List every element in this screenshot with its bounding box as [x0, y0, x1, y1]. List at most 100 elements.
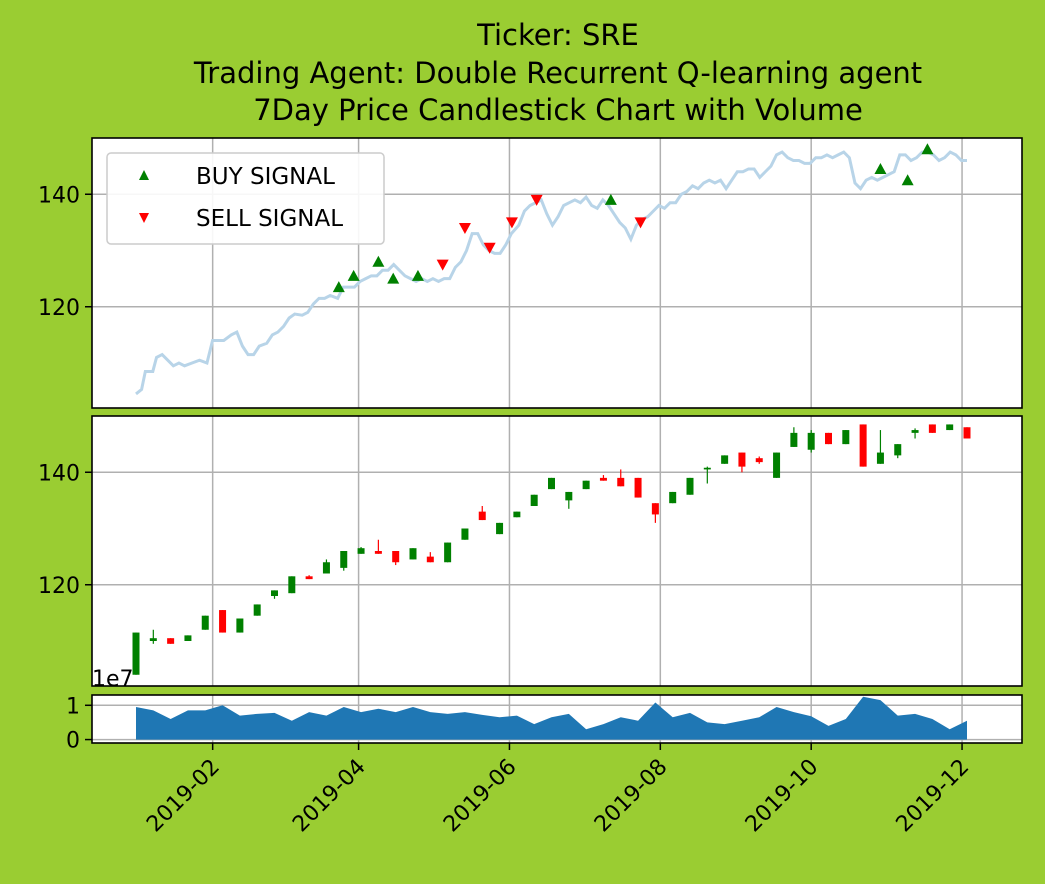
- candlestick-y-tick-label: 120: [38, 574, 80, 599]
- title-line-2: Trading Agent: Double Recurrent Q-learni…: [193, 56, 922, 90]
- candle-body: [686, 477, 694, 495]
- candle: [599, 475, 607, 481]
- title-line-3: 7Day Price Candlestick Chart with Volume: [253, 93, 863, 127]
- x-tick-label: 2019-08: [590, 755, 673, 838]
- candle: [167, 638, 175, 644]
- candle-body: [184, 635, 192, 641]
- candle-body: [773, 452, 781, 478]
- candle-body: [305, 576, 313, 580]
- x-tick-label: 2019-04: [288, 755, 371, 838]
- candle: [807, 430, 815, 453]
- legend-buy-marker: [139, 170, 149, 180]
- candle-body: [963, 427, 971, 439]
- x-tick-label: 2019-12: [892, 755, 975, 838]
- candle-body: [322, 562, 330, 574]
- candle: [686, 477, 694, 495]
- candle: [825, 432, 832, 445]
- candlestick-y-tick-label: 140: [38, 461, 80, 486]
- candle: [219, 610, 227, 633]
- candle: [374, 539, 382, 554]
- candlestick-panel-frame: [91, 415, 1023, 687]
- price-y-tick-label: 140: [38, 183, 80, 208]
- candle-body: [582, 480, 590, 490]
- price-y-axis: 120 140: [38, 183, 92, 321]
- volume-area: [136, 696, 967, 740]
- candle-body: [513, 511, 521, 518]
- volume-y-axis: 01: [66, 694, 92, 754]
- candle-body: [825, 432, 832, 445]
- candle: [565, 491, 573, 509]
- candle-body: [859, 424, 867, 467]
- candle: [513, 511, 521, 518]
- volume-panel-frame: [91, 694, 1023, 744]
- candle: [184, 635, 192, 641]
- candle: [461, 528, 469, 540]
- chart-title: Ticker: SRE Trading Agent: Double Recurr…: [193, 18, 922, 127]
- candle: [911, 428, 919, 439]
- candle: [409, 548, 417, 560]
- candle: [288, 576, 296, 594]
- candle-body: [461, 528, 469, 540]
- candlestick-panel-background: [92, 416, 1022, 686]
- candle: [530, 494, 538, 506]
- candle: [392, 551, 400, 566]
- candle: [894, 444, 902, 459]
- volume-panel: 1e7 01: [66, 667, 1023, 754]
- candle: [426, 552, 434, 563]
- candle-body: [894, 444, 902, 456]
- candle: [773, 452, 781, 478]
- candle-body: [201, 615, 209, 630]
- sell-signal-marker: [458, 223, 471, 234]
- candle: [305, 575, 313, 580]
- candle-body: [288, 576, 296, 594]
- buy-signal-marker: [372, 255, 385, 267]
- candle-body: [132, 632, 140, 675]
- candlestick-y-axis: 120 140: [38, 461, 92, 599]
- candles: [132, 424, 971, 675]
- price-y-tick-label: 120: [38, 296, 80, 321]
- candle: [876, 430, 884, 464]
- candle-body: [721, 455, 729, 464]
- candle-body: [253, 604, 261, 616]
- candle-body: [669, 491, 677, 504]
- title-line-1: Ticker: SRE: [476, 18, 639, 52]
- sell-signal-marker: [505, 217, 518, 229]
- candle: [703, 466, 711, 484]
- candle-body: [703, 467, 711, 470]
- candle: [478, 506, 486, 521]
- volume-scale-label: 1e7: [92, 667, 134, 692]
- candle: [963, 427, 971, 439]
- candle-body: [946, 424, 954, 431]
- candle: [842, 430, 850, 445]
- candle: [946, 424, 954, 431]
- candle: [236, 618, 244, 633]
- candlestick-panel: 120 140: [38, 415, 1023, 687]
- candle-body: [876, 452, 884, 464]
- candle-body: [409, 548, 417, 560]
- candle: [340, 551, 348, 571]
- candle: [201, 615, 209, 630]
- candle-body: [149, 638, 157, 641]
- candle: [149, 629, 157, 644]
- sell-signal-markers: [436, 194, 647, 271]
- buy-signal-marker: [387, 272, 400, 284]
- x-tick-label: 2019-02: [142, 755, 225, 838]
- sell-signal-marker: [483, 242, 496, 254]
- candle-body: [478, 511, 486, 521]
- candle-body: [565, 491, 573, 501]
- candle: [721, 455, 729, 464]
- candle: [322, 559, 330, 574]
- buy-signal-marker: [347, 269, 360, 281]
- candle-body: [271, 590, 278, 596]
- candle: [253, 604, 261, 616]
- candle-body: [444, 542, 452, 563]
- buy-signal-marker: [901, 174, 914, 186]
- x-axis: 2019-02 2019-04 2019-06 2019-08 2019-10 2019-…: [142, 743, 974, 837]
- candlestick-grid: [92, 416, 1022, 686]
- sell-signal-marker: [530, 194, 543, 206]
- buy-signal-marker: [874, 162, 887, 174]
- candle-body: [842, 430, 850, 445]
- candle-body: [790, 432, 798, 447]
- legend-sell-label: SELL SIGNAL: [196, 206, 343, 232]
